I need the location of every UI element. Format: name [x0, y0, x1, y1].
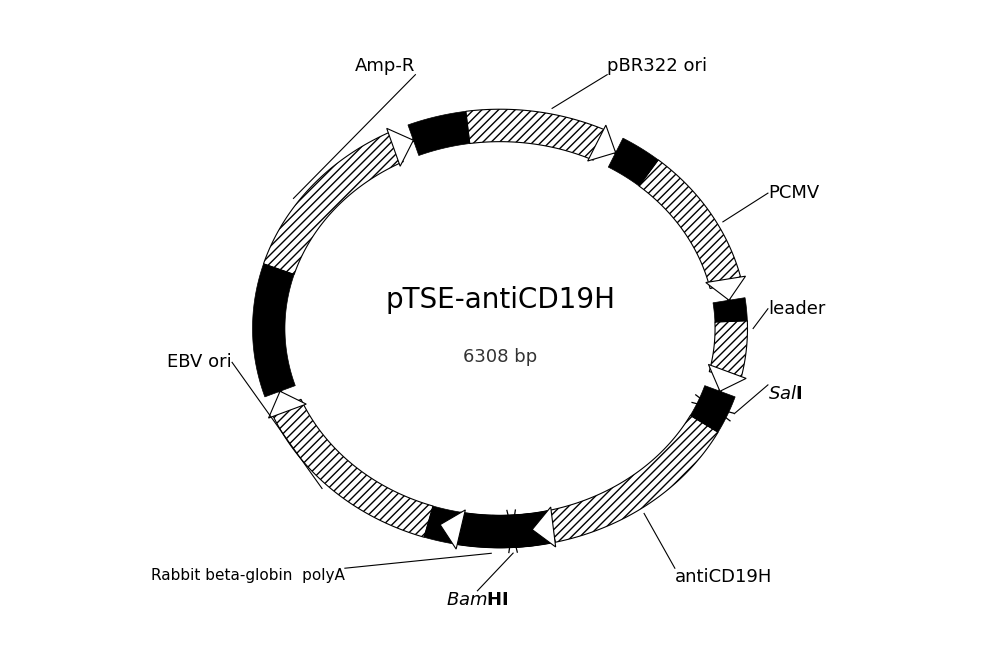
Text: Amp-R: Amp-R	[355, 57, 415, 75]
Polygon shape	[588, 125, 616, 161]
Polygon shape	[408, 111, 470, 156]
Polygon shape	[455, 510, 555, 548]
Polygon shape	[466, 109, 606, 160]
Polygon shape	[272, 399, 433, 537]
Text: leader: leader	[768, 300, 825, 318]
Polygon shape	[424, 506, 555, 548]
Polygon shape	[532, 507, 556, 547]
Text: $\it{Sal}$I: $\it{Sal}$I	[768, 385, 802, 403]
Text: PCMV: PCMV	[768, 184, 819, 202]
Polygon shape	[491, 514, 534, 548]
Polygon shape	[253, 264, 295, 397]
Text: antiCD19H: antiCD19H	[675, 568, 772, 586]
Text: $\it{Bam}$HI: $\it{Bam}$HI	[446, 591, 509, 609]
Text: pBR322 ori: pBR322 ori	[607, 57, 707, 75]
Text: Rabbit beta-globin  polyA: Rabbit beta-globin polyA	[151, 568, 345, 583]
Polygon shape	[708, 365, 746, 392]
Polygon shape	[713, 298, 747, 322]
Polygon shape	[706, 276, 746, 300]
Polygon shape	[709, 321, 747, 380]
Polygon shape	[269, 392, 306, 418]
Polygon shape	[440, 510, 465, 549]
Text: 6308 bp: 6308 bp	[463, 348, 537, 366]
Text: pTSE-antiCD19H: pTSE-antiCD19H	[385, 286, 615, 314]
Text: EBV ori: EBV ori	[167, 353, 232, 371]
Polygon shape	[608, 138, 658, 186]
Polygon shape	[387, 128, 413, 166]
Polygon shape	[690, 386, 735, 432]
Polygon shape	[639, 160, 742, 288]
Polygon shape	[264, 132, 403, 275]
Polygon shape	[547, 415, 718, 543]
